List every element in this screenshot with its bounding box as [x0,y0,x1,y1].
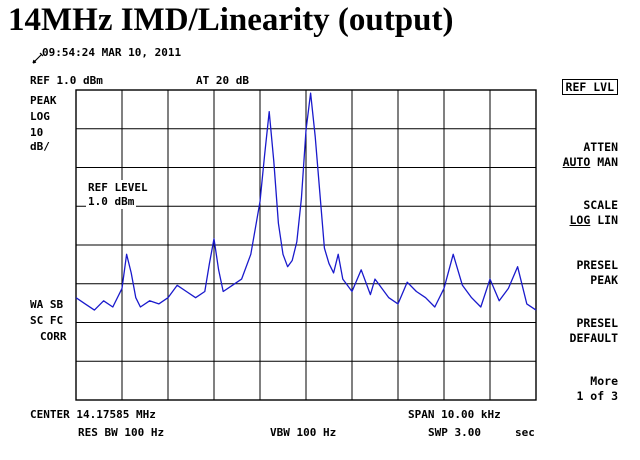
attenuation-readout: AT 20 dB [196,74,249,87]
timestamp: 09:54:24 MAR 10, 2011 [42,46,182,59]
softkey-more-label: More [590,374,618,388]
softkey-presel-default-line1: PRESEL [576,316,618,330]
ref-level-readout: REF 1.0 dBm [30,74,103,87]
center-frequency: CENTER 14.17585 MHz [30,408,156,421]
softkey-atten[interactable]: ATTEN AUTO MAN [563,140,618,170]
ref-level-box-label: REF LEVEL [86,180,150,195]
softkey-presel-peak[interactable]: PRESEL PEAK [576,258,618,288]
span-readout: SPAN 10.00 kHz [408,408,501,421]
sc-label: SC FC [30,314,64,327]
ref-level-box-value: 1.0 dBm [86,194,137,209]
detector-label: PEAK [30,94,57,107]
softkey-atten-label: ATTEN [583,140,618,154]
sweep-time-unit: sec [515,426,535,439]
softkey-presel-default[interactable]: PRESEL DEFAULT [570,316,618,346]
scale-lin-option: LIN [597,213,618,227]
softkey-presel-default-line2: DEFAULT [569,331,618,345]
page-title: 14MHz IMD/Linearity (output) [8,2,454,38]
scale-unit-label: dB/ [30,140,50,153]
corr-label: CORR [40,330,67,343]
spectrum-trace [75,92,537,311]
vbw-readout: VBW 100 Hz [270,426,337,439]
softkey-more[interactable]: More 1 of 3 [576,374,618,404]
softkey-ref-lvl-label: REF LVL [561,79,618,95]
atten-auto-option: AUTO [562,155,591,169]
scale-log-option: LOG [569,213,591,227]
atten-man-option: MAN [597,155,618,169]
softkey-scale-label: SCALE [583,198,618,212]
softkey-ref-lvl[interactable]: REF LVL [561,79,618,95]
pen-icon [32,52,44,64]
scale-type-label: LOG [30,110,50,123]
softkey-scale[interactable]: SCALE LOG LIN [570,198,619,228]
softkey-presel-peak-line1: PRESEL [576,258,618,272]
softkey-more-page: 1 of 3 [576,389,618,403]
scale-value-label: 10 [30,126,44,139]
wa-label: WA SB [30,298,64,311]
sweep-time-readout: SWP 3.00 [428,426,481,439]
res-bw-readout: RES BW 100 Hz [78,426,165,439]
softkey-presel-peak-line2: PEAK [590,273,618,287]
